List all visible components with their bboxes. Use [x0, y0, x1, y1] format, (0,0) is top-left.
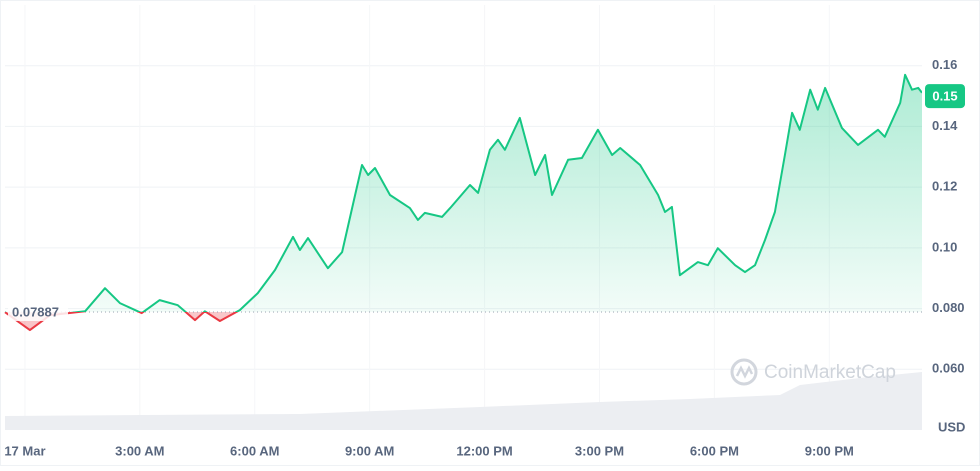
y-tick-label: 0.060 — [932, 361, 965, 376]
watermark: CoinMarketCap — [730, 358, 896, 386]
x-tick-label: 6:00 PM — [690, 443, 739, 458]
x-tick-label: 9:00 AM — [345, 443, 394, 458]
volume-area — [5, 372, 922, 430]
x-tick-label: 3:00 AM — [115, 443, 164, 458]
current-price-badge — [925, 84, 965, 109]
price-line-up — [5, 73, 922, 313]
baseline-label-bg — [8, 303, 68, 322]
x-tick-label: 3:00 PM — [575, 443, 624, 458]
y-axis-label: USD — [938, 419, 965, 434]
y-tick-label: 0.10 — [932, 239, 957, 254]
grid — [5, 5, 922, 430]
y-tick-label: 0.080 — [932, 300, 965, 315]
x-tick-label: 17 Mar — [4, 443, 45, 458]
y-tick-label: 0.16 — [932, 57, 957, 72]
x-tick-label: 9:00 PM — [805, 443, 854, 458]
baseline-label: 0.07887 — [12, 304, 59, 319]
y-tick-label: 0.14 — [932, 118, 958, 133]
y-tick-label: 0.12 — [932, 179, 957, 194]
area-up — [78, 74, 922, 313]
plot: 0.07887 0.15 — [4, 73, 965, 332]
watermark-text: CoinMarketCap — [764, 362, 896, 383]
current-price-label: 0.15 — [932, 89, 957, 104]
x-tick-label: 6:00 AM — [230, 443, 279, 458]
x-tick-label: 12:00 PM — [456, 443, 512, 458]
